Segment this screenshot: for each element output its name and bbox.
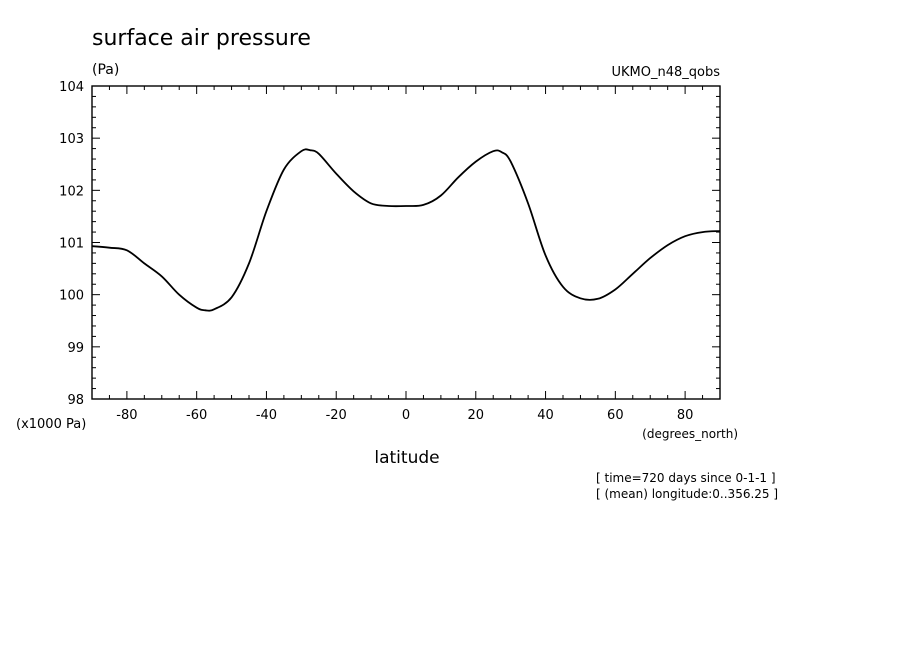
x-tick-label: 20: [468, 408, 485, 423]
x-tick-label: 40: [537, 408, 554, 423]
y-tick-label: 98: [67, 393, 84, 408]
x-axis-label: latitude: [374, 448, 439, 468]
y-tick-label: 100: [59, 289, 84, 304]
x-tick-label: -60: [186, 408, 207, 423]
x-tick-label: -80: [116, 408, 137, 423]
x-tick-label: 60: [607, 408, 624, 423]
x-tick-label: 80: [677, 408, 694, 423]
x-tick-label: -40: [256, 408, 277, 423]
x-tick-label: -20: [326, 408, 347, 423]
y-tick-labels: 98 99 100 101 102 103 104: [59, 80, 84, 408]
y-tick-label: 103: [59, 132, 84, 147]
chart-title: surface air pressure: [92, 26, 311, 51]
series-line: [91, 148, 721, 312]
longitude-annotation: [ (mean) longitude:0..356.25 ]: [596, 487, 778, 501]
axis-ticks: [91, 85, 721, 400]
y-tick-label: 102: [59, 184, 84, 199]
y-tick-label: 101: [59, 237, 84, 252]
y-scale-label: (x1000 Pa): [16, 417, 86, 432]
plot-frame: [91, 85, 721, 400]
time-annotation: [ time=720 days since 0-1-1 ]: [596, 471, 776, 485]
x-units-label: (degrees_north): [642, 427, 738, 441]
x-tick-label: 0: [402, 408, 410, 423]
y-tick-label: 99: [67, 341, 84, 356]
y-tick-label: 104: [59, 80, 84, 95]
x-tick-labels: -80 -60 -40 -20 0 20 40 60 80: [116, 408, 693, 423]
chart-subtitle: (Pa): [92, 62, 119, 78]
model-label: UKMO_n48_qobs: [611, 65, 720, 80]
